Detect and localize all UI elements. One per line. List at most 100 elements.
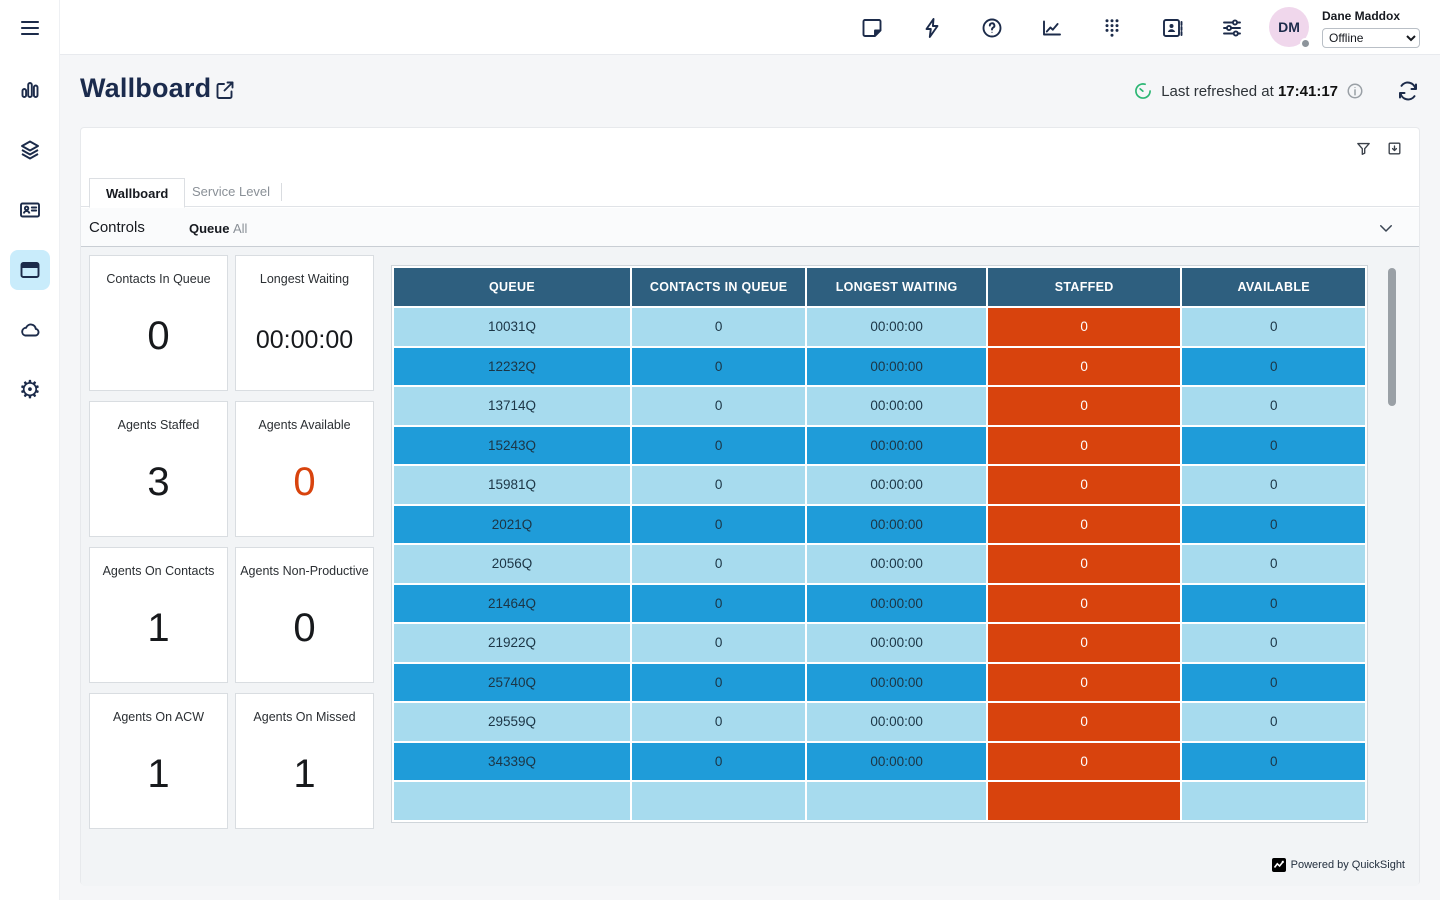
export-icon[interactable] bbox=[1386, 140, 1403, 157]
queue-cell: 21922Q bbox=[394, 624, 630, 662]
table-row: 15243Q000:00:0000 bbox=[394, 427, 1365, 465]
kpi-value: 00:00:00 bbox=[236, 326, 373, 355]
quicksight-footer: Powered by QuickSight bbox=[1272, 858, 1405, 872]
contacts-in-queue-cell: 0 bbox=[632, 427, 805, 465]
available-cell: 0 bbox=[1182, 664, 1365, 702]
available-cell: 0 bbox=[1182, 427, 1365, 465]
page-header: Wallboard Last refreshed at 17:41:17 bbox=[60, 55, 1440, 127]
controls-bar[interactable]: Controls Queue All bbox=[81, 208, 1419, 247]
kpi-card-longest-waiting: Longest Waiting 00:00:00 bbox=[235, 255, 374, 391]
kpi-card-contacts-in-queue: Contacts In Queue0 bbox=[89, 255, 228, 391]
longest-waiting-cell: 00:00:00 bbox=[807, 506, 985, 544]
staffed-cell bbox=[988, 782, 1181, 820]
queue-cell: 12232Q bbox=[394, 348, 630, 386]
queue-cell bbox=[394, 782, 630, 820]
queue-cell: 21464Q bbox=[394, 585, 630, 623]
quicksight-logo-icon bbox=[1272, 858, 1286, 872]
contacts-in-queue-cell: 0 bbox=[632, 664, 805, 702]
queue-filter-label: Queue bbox=[189, 221, 229, 236]
queue-cell: 13714Q bbox=[394, 387, 630, 425]
presence-dot bbox=[1300, 38, 1311, 49]
refresh-icon[interactable] bbox=[1396, 79, 1420, 103]
contacts-in-queue-cell: 0 bbox=[632, 387, 805, 425]
longest-waiting-cell: 00:00:00 bbox=[807, 308, 985, 346]
sidebar-item-analytics[interactable] bbox=[10, 70, 50, 110]
staffed-cell: 0 bbox=[988, 348, 1181, 386]
column-header-contacts-in-queue: CONTACTS IN QUEUE bbox=[632, 268, 805, 306]
dialpad-icon[interactable] bbox=[1100, 16, 1124, 40]
metrics-chart-icon[interactable] bbox=[1040, 16, 1064, 40]
table-scrollbar-track[interactable] bbox=[1387, 265, 1397, 823]
column-header-queue: QUEUE bbox=[394, 268, 630, 306]
queue-cell: 2021Q bbox=[394, 506, 630, 544]
kpi-label: Agents Staffed bbox=[90, 418, 227, 432]
kpi-value: 0 bbox=[90, 314, 227, 359]
kpi-value: 1 bbox=[90, 752, 227, 797]
longest-waiting-cell: 00:00:00 bbox=[807, 743, 985, 781]
kpi-value: 1 bbox=[90, 606, 227, 651]
available-cell: 0 bbox=[1182, 743, 1365, 781]
sidebar-item-cloud[interactable] bbox=[10, 310, 50, 350]
available-cell: 0 bbox=[1182, 624, 1365, 662]
longest-waiting-cell: 00:00:00 bbox=[807, 427, 985, 465]
column-header-staffed: STAFFED bbox=[988, 268, 1181, 306]
queue-cell: 10031Q bbox=[394, 308, 630, 346]
table-scrollbar-thumb[interactable] bbox=[1388, 268, 1396, 406]
kpi-value: 0 bbox=[236, 460, 373, 505]
chevron-down-icon[interactable] bbox=[1377, 219, 1395, 237]
sidebar-item-dashboards[interactable] bbox=[10, 250, 50, 290]
kpi-card-agents-staffed: Agents Staffed3 bbox=[89, 401, 228, 537]
sidebar-item-contacts[interactable] bbox=[10, 190, 50, 230]
kpi-card-agents-non-productive: Agents Non-Productive0 bbox=[235, 547, 374, 683]
queue-filter-value[interactable]: All bbox=[233, 221, 247, 236]
user-name: Dane Maddox bbox=[1322, 9, 1400, 23]
table-row: 34339Q000:00:0000 bbox=[394, 743, 1365, 781]
queue-table: QUEUECONTACTS IN QUEUELONGEST WAITINGSTA… bbox=[392, 266, 1367, 822]
table-row: 21922Q000:00:0000 bbox=[394, 624, 1365, 662]
sidebar-item-channels[interactable] bbox=[10, 130, 50, 170]
kpi-card-agents-on-missed: Agents On Missed1 bbox=[235, 693, 374, 829]
staffed-cell: 0 bbox=[988, 585, 1181, 623]
available-cell: 0 bbox=[1182, 545, 1365, 583]
directory-icon[interactable] bbox=[1160, 16, 1184, 40]
top-bar: DM Dane Maddox Offline bbox=[60, 0, 1440, 55]
status-select[interactable]: Offline bbox=[1322, 28, 1420, 48]
settings-sliders-icon[interactable] bbox=[1220, 16, 1244, 40]
wallboard-card: Wallboard Service Level Controls Queue A… bbox=[80, 127, 1420, 885]
queue-cell: 29559Q bbox=[394, 703, 630, 741]
sidebar-item-settings[interactable]: ⚙ bbox=[10, 370, 50, 410]
longest-waiting-cell: 00:00:00 bbox=[807, 466, 985, 504]
filter-icon[interactable] bbox=[1355, 140, 1372, 157]
tab-service-level[interactable]: Service Level bbox=[176, 177, 286, 207]
staffed-cell: 0 bbox=[988, 743, 1181, 781]
table-row: 29559Q000:00:0000 bbox=[394, 703, 1365, 741]
kpi-label: Agents On ACW bbox=[90, 710, 227, 724]
tab-bar: Wallboard Service Level bbox=[81, 177, 1419, 207]
contacts-in-queue-cell: 0 bbox=[632, 348, 805, 386]
dashboard-area: Contacts In Queue0 Longest Waiting 00:00:0… bbox=[81, 247, 1419, 886]
tab-wallboard[interactable]: Wallboard bbox=[89, 178, 185, 208]
kpi-label: Longest Waiting bbox=[236, 272, 373, 286]
contacts-in-queue-cell: 0 bbox=[632, 308, 805, 346]
table-header-row: QUEUECONTACTS IN QUEUELONGEST WAITINGSTA… bbox=[394, 268, 1365, 306]
queue-table-container: QUEUECONTACTS IN QUEUELONGEST WAITINGSTA… bbox=[391, 265, 1368, 823]
contacts-in-queue-cell: 0 bbox=[632, 506, 805, 544]
table-row bbox=[394, 782, 1365, 820]
notes-icon[interactable] bbox=[860, 16, 884, 40]
quick-connects-icon[interactable] bbox=[920, 16, 944, 40]
avatar-initials: DM bbox=[1278, 19, 1300, 35]
kpi-card-agents-available: Agents Available 0 bbox=[235, 401, 374, 537]
controls-label: Controls bbox=[89, 219, 145, 236]
longest-waiting-cell: 00:00:00 bbox=[807, 585, 985, 623]
open-external-icon[interactable] bbox=[213, 78, 237, 102]
gear-icon: ⚙ bbox=[19, 378, 41, 403]
available-cell bbox=[1182, 782, 1365, 820]
info-icon[interactable] bbox=[1346, 82, 1364, 100]
kpi-label: Agents Available bbox=[236, 418, 373, 432]
help-icon[interactable] bbox=[980, 16, 1004, 40]
queue-cell: 15243Q bbox=[394, 427, 630, 465]
kpi-value: 0 bbox=[236, 606, 373, 651]
available-cell: 0 bbox=[1182, 308, 1365, 346]
hamburger-menu-icon[interactable] bbox=[10, 8, 50, 48]
kpi-card-agents-on-acw: Agents On ACW 1 bbox=[89, 693, 228, 829]
